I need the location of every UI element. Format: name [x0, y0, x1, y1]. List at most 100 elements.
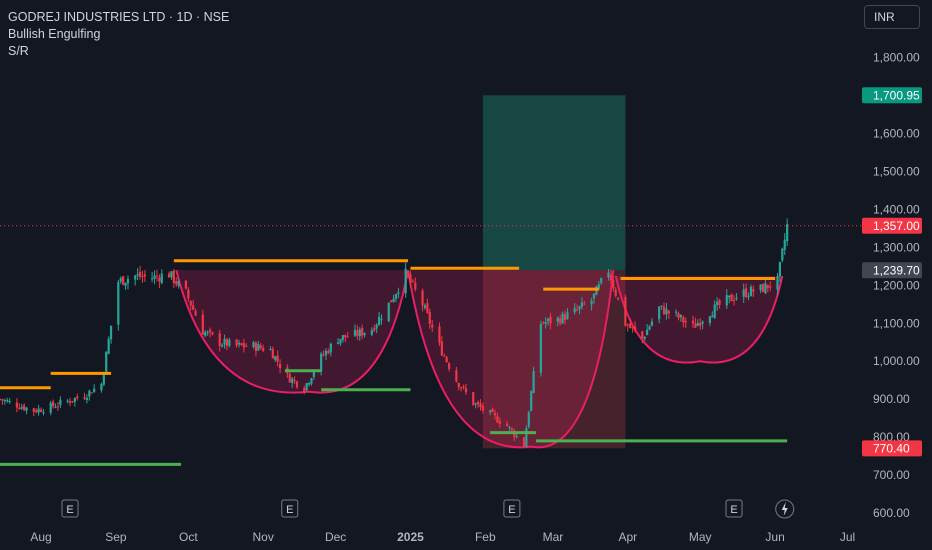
- candle-body[interactable]: [718, 300, 721, 306]
- candle-body[interactable]: [590, 300, 593, 305]
- candle-body[interactable]: [356, 330, 359, 336]
- candle-body[interactable]: [682, 317, 685, 323]
- candle-body[interactable]: [363, 333, 366, 336]
- candle-body[interactable]: [491, 408, 494, 413]
- candle-body[interactable]: [324, 350, 328, 356]
- candle-body[interactable]: [658, 306, 661, 320]
- candle-body[interactable]: [607, 272, 610, 278]
- candle-body[interactable]: [208, 329, 212, 332]
- candle-body[interactable]: [566, 312, 569, 320]
- candle-body[interactable]: [646, 329, 649, 336]
- candle-body[interactable]: [476, 402, 480, 405]
- candle-body[interactable]: [776, 276, 779, 290]
- candle-body[interactable]: [276, 355, 279, 362]
- candle-body[interactable]: [254, 342, 258, 352]
- candle-body[interactable]: [387, 302, 390, 322]
- candle-body[interactable]: [728, 295, 731, 298]
- candle-body[interactable]: [8, 400, 11, 402]
- candle-body[interactable]: [633, 326, 637, 331]
- candle-body[interactable]: [759, 284, 762, 291]
- candle-body[interactable]: [716, 301, 719, 306]
- candle-body[interactable]: [597, 284, 600, 289]
- candle-body[interactable]: [192, 305, 195, 310]
- candle-body[interactable]: [674, 311, 678, 313]
- candle-body[interactable]: [515, 436, 518, 438]
- candle-body[interactable]: [122, 276, 125, 285]
- candle-body[interactable]: [136, 274, 139, 276]
- candle-body[interactable]: [143, 274, 146, 277]
- candle-body[interactable]: [665, 308, 668, 315]
- candle-body[interactable]: [225, 338, 229, 347]
- candle-body[interactable]: [578, 306, 581, 310]
- candle-body[interactable]: [35, 410, 38, 413]
- candle-body[interactable]: [49, 402, 52, 413]
- candle-body[interactable]: [539, 324, 542, 373]
- candle-body[interactable]: [339, 338, 342, 344]
- candle-body[interactable]: [303, 388, 306, 392]
- candle-body[interactable]: [293, 379, 296, 381]
- candle-body[interactable]: [573, 308, 576, 313]
- candle-body[interactable]: [341, 335, 344, 340]
- candle-body[interactable]: [493, 412, 497, 416]
- candle-body[interactable]: [172, 270, 175, 284]
- candle-body[interactable]: [460, 387, 463, 389]
- candle-body[interactable]: [85, 397, 89, 400]
- candle-body[interactable]: [73, 397, 76, 402]
- stop-zone[interactable]: [482, 270, 626, 449]
- candle-body[interactable]: [71, 401, 74, 403]
- candle-body[interactable]: [1, 399, 4, 401]
- candle-body[interactable]: [346, 336, 349, 338]
- candle-body[interactable]: [39, 409, 43, 412]
- candle-body[interactable]: [677, 312, 680, 318]
- candle-body[interactable]: [218, 333, 221, 346]
- candle-body[interactable]: [592, 293, 596, 299]
- candle-body[interactable]: [786, 224, 789, 242]
- candle-body[interactable]: [274, 356, 277, 361]
- candle-body[interactable]: [561, 313, 564, 324]
- candle-body[interactable]: [684, 320, 687, 323]
- candle-body[interactable]: [184, 280, 188, 289]
- candle-body[interactable]: [527, 412, 530, 427]
- candle-body[interactable]: [177, 281, 180, 286]
- candle-body[interactable]: [167, 273, 171, 278]
- candle-body[interactable]: [679, 314, 683, 318]
- candle-body[interactable]: [54, 407, 57, 409]
- candle-body[interactable]: [455, 370, 458, 382]
- candle-body[interactable]: [696, 323, 699, 326]
- candle-body[interactable]: [438, 326, 441, 343]
- candle-body[interactable]: [626, 324, 629, 326]
- candle-body[interactable]: [240, 343, 243, 345]
- candle-body[interactable]: [443, 355, 446, 357]
- candle-body[interactable]: [464, 388, 468, 393]
- candle-body[interactable]: [189, 300, 192, 306]
- candle-body[interactable]: [206, 331, 209, 333]
- candle-body[interactable]: [175, 281, 178, 285]
- candle-body[interactable]: [650, 321, 654, 326]
- candle-body[interactable]: [629, 323, 632, 328]
- candle-body[interactable]: [544, 322, 547, 324]
- candle-body[interactable]: [525, 428, 528, 448]
- candle-body[interactable]: [701, 321, 704, 324]
- symbol-title[interactable]: GODREJ INDUSTRIES LTD · 1D · NSE: [8, 10, 230, 24]
- candle-body[interactable]: [102, 373, 105, 385]
- candle-body[interactable]: [109, 325, 113, 340]
- candle-body[interactable]: [394, 294, 398, 299]
- candle-body[interactable]: [508, 426, 511, 428]
- cup-pattern-curve[interactable]: [614, 275, 784, 364]
- candle-body[interactable]: [93, 388, 96, 393]
- candle-body[interactable]: [66, 400, 69, 402]
- candle-body[interactable]: [375, 324, 378, 329]
- candle-body[interactable]: [609, 274, 612, 281]
- candle-body[interactable]: [32, 408, 35, 412]
- candle-body[interactable]: [377, 316, 381, 326]
- candle-body[interactable]: [457, 382, 460, 388]
- candle-body[interactable]: [614, 289, 617, 296]
- candle-body[interactable]: [462, 386, 465, 388]
- candle-body[interactable]: [204, 332, 207, 336]
- candle-body[interactable]: [242, 343, 245, 348]
- candle-body[interactable]: [124, 282, 127, 286]
- candle-body[interactable]: [257, 344, 260, 351]
- candle-body[interactable]: [0, 398, 2, 400]
- candle-body[interactable]: [370, 330, 373, 335]
- candle-body[interactable]: [575, 309, 579, 311]
